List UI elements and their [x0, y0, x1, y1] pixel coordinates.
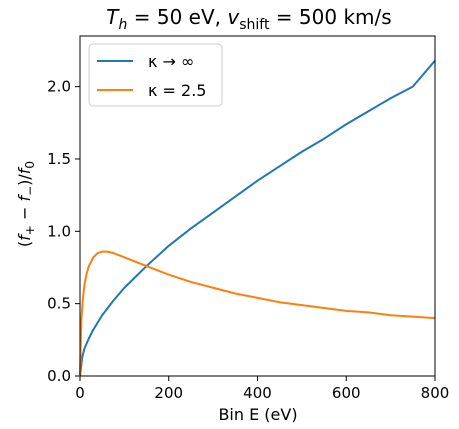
x-tick-label: 600 [332, 384, 361, 402]
ylabel-minus: − [15, 202, 34, 226]
ylabel-f2: f [15, 194, 34, 202]
x-tick-label: 400 [243, 384, 272, 402]
title-v-symbol: v [227, 5, 240, 29]
y-ticks: 0.0 0.5 1.0 1.5 2.0 [47, 78, 80, 385]
ylabel-f0-sub: 0 [23, 161, 37, 169]
x-tick-label: 200 [154, 384, 183, 402]
plot-frame [79, 35, 436, 377]
title-t-rest: = 50 eV, [127, 5, 227, 29]
series-line-kappa-inf [79, 59, 436, 377]
title-t-symbol: T [106, 5, 120, 29]
legend: κ → ∞ κ = 2.5 [88, 43, 223, 107]
ylabel-open: ( [15, 241, 34, 247]
chart-title: Th = 50 eV, vshift = 500 km/s [106, 5, 391, 33]
ylabel-f1: f [15, 233, 34, 241]
y-tick-label: 2.0 [47, 78, 71, 96]
title-v-rest: = 500 km/s [269, 5, 391, 29]
ylabel-close: )/ [15, 174, 34, 186]
ylabel-f2-sub: − [23, 186, 37, 196]
legend-label-kappa-2-5: κ = 2.5 [148, 81, 206, 100]
ylabel-f1-sub: + [23, 225, 37, 235]
ylabel-f0: f [15, 166, 34, 174]
x-tick-label: 0 [75, 384, 85, 402]
y-tick-label: 0.0 [47, 367, 71, 385]
y-tick-label: 0.5 [47, 295, 71, 313]
title-t-sub: h [119, 17, 128, 33]
x-axis-label: Bin E (eV) [218, 405, 297, 424]
x-ticks: 0 200 400 600 800 [75, 376, 449, 402]
legend-label-kappa-inf: κ → ∞ [148, 52, 194, 71]
x-tick-label: 800 [421, 384, 450, 402]
y-tick-label: 1.0 [47, 222, 71, 240]
y-tick-label: 1.5 [47, 150, 71, 168]
series-group [79, 59, 436, 377]
title-v-sub: shift [239, 17, 270, 33]
series-line-kappa-2-5 [79, 250, 436, 377]
y-axis-label: (f+ − f−)/f0 [15, 161, 37, 247]
